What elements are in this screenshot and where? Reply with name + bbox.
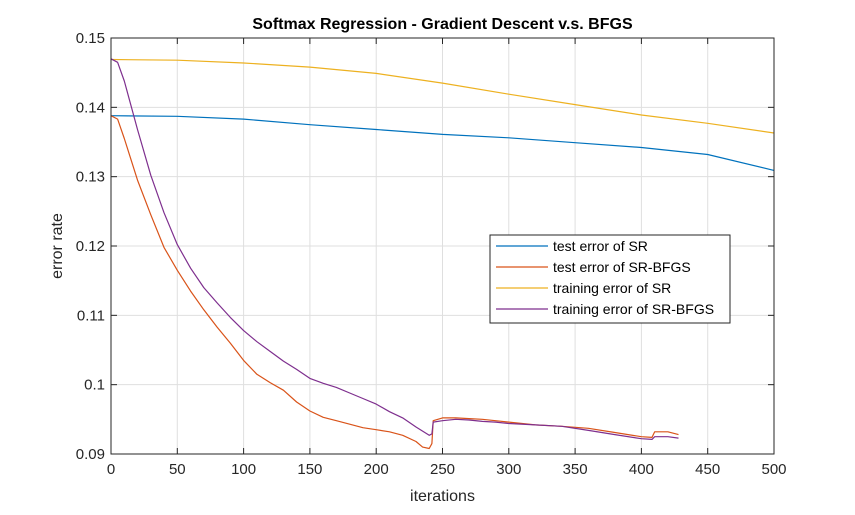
x-tick-label: 150 (297, 461, 322, 478)
series-group (110, 58, 775, 450)
legend-box (489, 234, 731, 324)
series-line-1 (110, 115, 775, 171)
x-tick-label: 400 (629, 461, 654, 478)
series-line-3 (110, 58, 775, 134)
series-line-4 (110, 58, 679, 440)
legend-label-3: training error of SR (553, 280, 671, 296)
x-tick-label: 300 (496, 461, 521, 478)
legend-label-1: test error of SR (553, 238, 648, 254)
y-tick-label: 0.11 (77, 307, 105, 324)
x-tick-label: 450 (695, 461, 720, 478)
y-axis-label: error rate (49, 213, 66, 279)
legend: test error of SR test error of SR-BFGS tra… (489, 234, 731, 324)
x-tick-label: 500 (761, 461, 786, 478)
axis-ticks: 0 50 100 150 200 250 300 350 400 450 500 0.09 0.1 0.1… (76, 30, 787, 478)
y-tick-label: 0.1 (84, 377, 105, 394)
x-tick-label: 0 (107, 461, 115, 478)
x-tick-label: 50 (169, 461, 186, 478)
x-tick-label: 200 (364, 461, 389, 478)
y-tick-label: 0.15 (76, 30, 105, 47)
y-tick-label: 0.13 (76, 169, 105, 186)
x-tick-label: 250 (430, 461, 455, 478)
y-tick-label: 0.09 (76, 446, 105, 463)
legend-label-2: test error of SR-BFGS (553, 259, 691, 275)
x-tick-label: 350 (563, 461, 588, 478)
y-tick-label: 0.12 (76, 238, 105, 255)
x-axis-label: iterations (410, 488, 475, 505)
y-tick-label: 0.14 (76, 99, 105, 116)
x-tick-label: 100 (231, 461, 256, 478)
legend-label-4: training error of SR-BFGS (553, 301, 714, 317)
chart-title: Softmax Regression - Gradient Descent v.… (252, 16, 633, 33)
